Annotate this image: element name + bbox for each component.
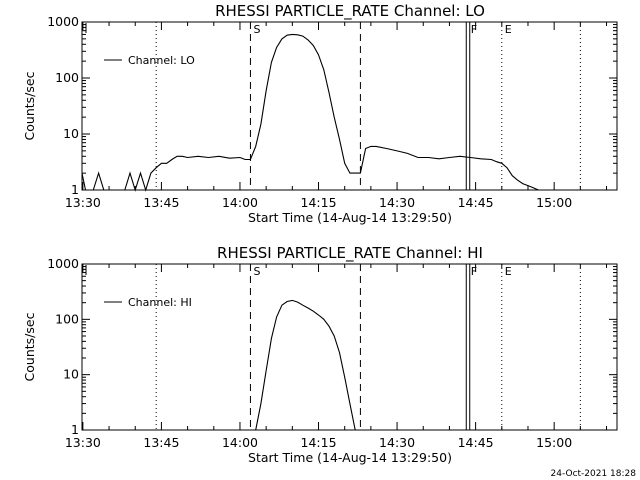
- y-tick-label: 1: [71, 422, 79, 437]
- y-tick-label: 1: [71, 182, 79, 197]
- series-line: [81, 33, 570, 192]
- marker-label: S: [253, 265, 260, 278]
- plot-frame: [81, 263, 618, 431]
- y-tick-label: 10: [63, 367, 79, 382]
- x-tick-label: 13:45: [143, 195, 179, 210]
- y-axis-label: Counts/sec: [22, 71, 37, 140]
- y-tick-label: 10: [63, 126, 79, 141]
- x-tick-label: 14:45: [458, 195, 494, 210]
- x-tick-label: 13:45: [143, 435, 179, 450]
- marker-label: F: [471, 265, 477, 278]
- plot-frame: [81, 21, 618, 191]
- x-tick-label: 14:15: [301, 195, 337, 210]
- chart-title: RHESSI PARTICLE_RATE Channel: HI: [217, 244, 483, 263]
- y-tick-label: 100: [55, 70, 79, 85]
- x-tick-label: 14:45: [458, 435, 494, 450]
- x-tick-label: 13:30: [65, 435, 101, 450]
- x-axis-label: Start Time (14-Aug-14 13:29:50): [248, 210, 452, 225]
- x-tick-label: 14:00: [222, 195, 258, 210]
- marker-label: E: [505, 23, 512, 36]
- y-tick-label: 1000: [47, 14, 79, 29]
- chart-title: RHESSI PARTICLE_RATE Channel: LO: [215, 2, 485, 21]
- y-tick-label: 100: [55, 311, 79, 326]
- chart-panel-1: RHESSI PARTICLE_RATE Channel: LO 1 10 100 10…: [22, 2, 618, 225]
- x-tick-label: 15:00: [536, 435, 572, 450]
- timestamp: 24-Oct-2021 18:28: [551, 469, 637, 479]
- marker-label: S: [253, 23, 260, 36]
- series-line: [255, 299, 356, 431]
- x-tick-label: 14:00: [222, 435, 258, 450]
- legend-label: Channel: LO: [128, 54, 195, 67]
- chart-panel-2: RHESSI PARTICLE_RATE Channel: HI 1 10 100 10…: [22, 244, 618, 465]
- x-tick-label: 14:15: [301, 435, 337, 450]
- legend-label: Channel: HI: [128, 296, 192, 309]
- x-tick-label: 14:30: [379, 435, 415, 450]
- x-tick-label: 14:30: [379, 195, 415, 210]
- marker-label: E: [505, 265, 512, 278]
- x-tick-label: 13:30: [65, 195, 101, 210]
- y-tick-label: 1000: [47, 256, 79, 271]
- y-axis-label: Counts/sec: [22, 312, 37, 381]
- marker-label: F: [471, 23, 477, 36]
- x-axis-label: Start Time (14-Aug-14 13:29:50): [248, 450, 452, 465]
- x-tick-label: 15:00: [536, 195, 572, 210]
